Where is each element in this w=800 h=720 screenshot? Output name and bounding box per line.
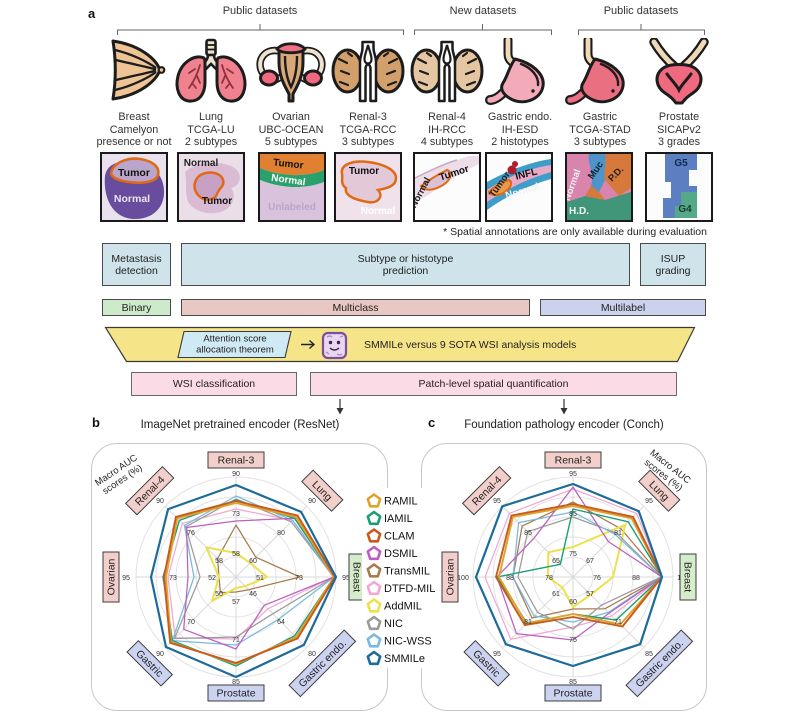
- svg-text:60: 60: [249, 558, 257, 565]
- svg-text:Ovarian: Ovarian: [445, 558, 457, 595]
- svg-text:SMMILe versus 9 SOTA WSI analy: SMMILe versus 9 SOTA WSI analysis models: [364, 339, 576, 351]
- svg-text:Breast: Breast: [350, 562, 362, 592]
- svg-text:46: 46: [249, 591, 257, 598]
- svg-text:100: 100: [457, 575, 469, 582]
- svg-text:NIC-WSS: NIC-WSS: [384, 636, 432, 648]
- svg-text:Renal-3: Renal-3: [555, 455, 592, 467]
- svg-text:76: 76: [593, 575, 601, 582]
- svg-text:90: 90: [156, 498, 164, 505]
- svg-text:52: 52: [208, 575, 216, 582]
- svg-text:71: 71: [232, 637, 240, 644]
- svg-text:85: 85: [524, 530, 532, 537]
- svg-text:90: 90: [156, 651, 164, 658]
- svg-text:90: 90: [308, 498, 316, 505]
- svg-text:Normal: Normal: [184, 158, 219, 169]
- svg-text:58: 58: [215, 558, 223, 565]
- svg-text:Tumor: Tumor: [273, 157, 304, 171]
- svg-text:allocation theorem: allocation theorem: [196, 345, 274, 356]
- svg-text:88: 88: [506, 575, 514, 582]
- svg-text:70: 70: [187, 619, 195, 626]
- svg-text:73: 73: [295, 575, 303, 582]
- svg-text:58: 58: [232, 551, 240, 558]
- svg-text:95: 95: [645, 498, 653, 505]
- svg-text:CLAM: CLAM: [384, 531, 415, 543]
- svg-text:Prostate: Prostate: [553, 688, 592, 700]
- svg-text:Prostate: Prostate: [216, 688, 255, 700]
- svg-text:Normal: Normal: [271, 173, 307, 189]
- svg-text:60: 60: [569, 599, 577, 606]
- svg-text:95: 95: [493, 498, 501, 505]
- svg-text:50: 50: [215, 591, 223, 598]
- svg-text:51: 51: [256, 575, 264, 582]
- svg-text:75: 75: [569, 551, 577, 558]
- svg-text:SMMILe: SMMILe: [384, 653, 425, 665]
- svg-text:95: 95: [122, 575, 130, 582]
- svg-text:67: 67: [586, 558, 594, 565]
- svg-text:Attention score: Attention score: [203, 334, 266, 345]
- svg-text:Renal-3: Renal-3: [218, 455, 255, 467]
- svg-text:80: 80: [308, 651, 316, 658]
- svg-text:Ovarian: Ovarian: [106, 558, 118, 595]
- svg-text:75: 75: [569, 637, 577, 644]
- svg-text:AddMIL: AddMIL: [384, 601, 422, 613]
- svg-text:RAMIL: RAMIL: [384, 496, 418, 508]
- svg-text:90: 90: [232, 471, 240, 478]
- svg-text:61: 61: [552, 591, 560, 598]
- svg-text:95: 95: [569, 471, 577, 478]
- svg-text:85: 85: [232, 679, 240, 686]
- svg-text:81: 81: [524, 619, 532, 626]
- svg-text:95: 95: [493, 651, 501, 658]
- svg-text:DTFD-MIL: DTFD-MIL: [384, 583, 435, 595]
- svg-text:NIC: NIC: [384, 618, 403, 630]
- svg-text:Normal: Normal: [114, 193, 150, 205]
- svg-text:64: 64: [277, 619, 285, 626]
- svg-text:95: 95: [342, 575, 350, 582]
- svg-text:81: 81: [614, 530, 622, 537]
- svg-text:73: 73: [232, 511, 240, 518]
- svg-text:57: 57: [586, 591, 594, 598]
- svg-text:DSMIL: DSMIL: [384, 548, 418, 560]
- svg-text:INFL: INFL: [514, 167, 538, 183]
- svg-text:Tumor: Tumor: [349, 166, 379, 177]
- svg-text:85: 85: [569, 679, 577, 686]
- svg-text:71: 71: [614, 619, 622, 626]
- svg-text:H.D.: H.D.: [569, 206, 589, 217]
- svg-text:88: 88: [632, 575, 640, 582]
- svg-text:G4: G4: [678, 204, 692, 215]
- svg-text:TransMIL: TransMIL: [384, 566, 430, 578]
- svg-text:85: 85: [645, 651, 653, 658]
- svg-text:Unlabeled: Unlabeled: [268, 202, 316, 213]
- svg-text:76: 76: [187, 530, 195, 537]
- svg-text:73: 73: [169, 575, 177, 582]
- svg-text:Breast: Breast: [681, 562, 693, 592]
- svg-text:Tumor: Tumor: [202, 196, 232, 207]
- svg-text:IAMIL: IAMIL: [384, 513, 413, 525]
- svg-text:78: 78: [545, 575, 553, 582]
- svg-text:Normal: Normal: [361, 206, 396, 217]
- svg-text:G5: G5: [674, 158, 688, 169]
- svg-text:Tumor: Tumor: [118, 167, 150, 179]
- svg-text:85: 85: [569, 511, 577, 518]
- svg-text:65: 65: [552, 558, 560, 565]
- svg-text:80: 80: [277, 530, 285, 537]
- svg-text:57: 57: [232, 599, 240, 606]
